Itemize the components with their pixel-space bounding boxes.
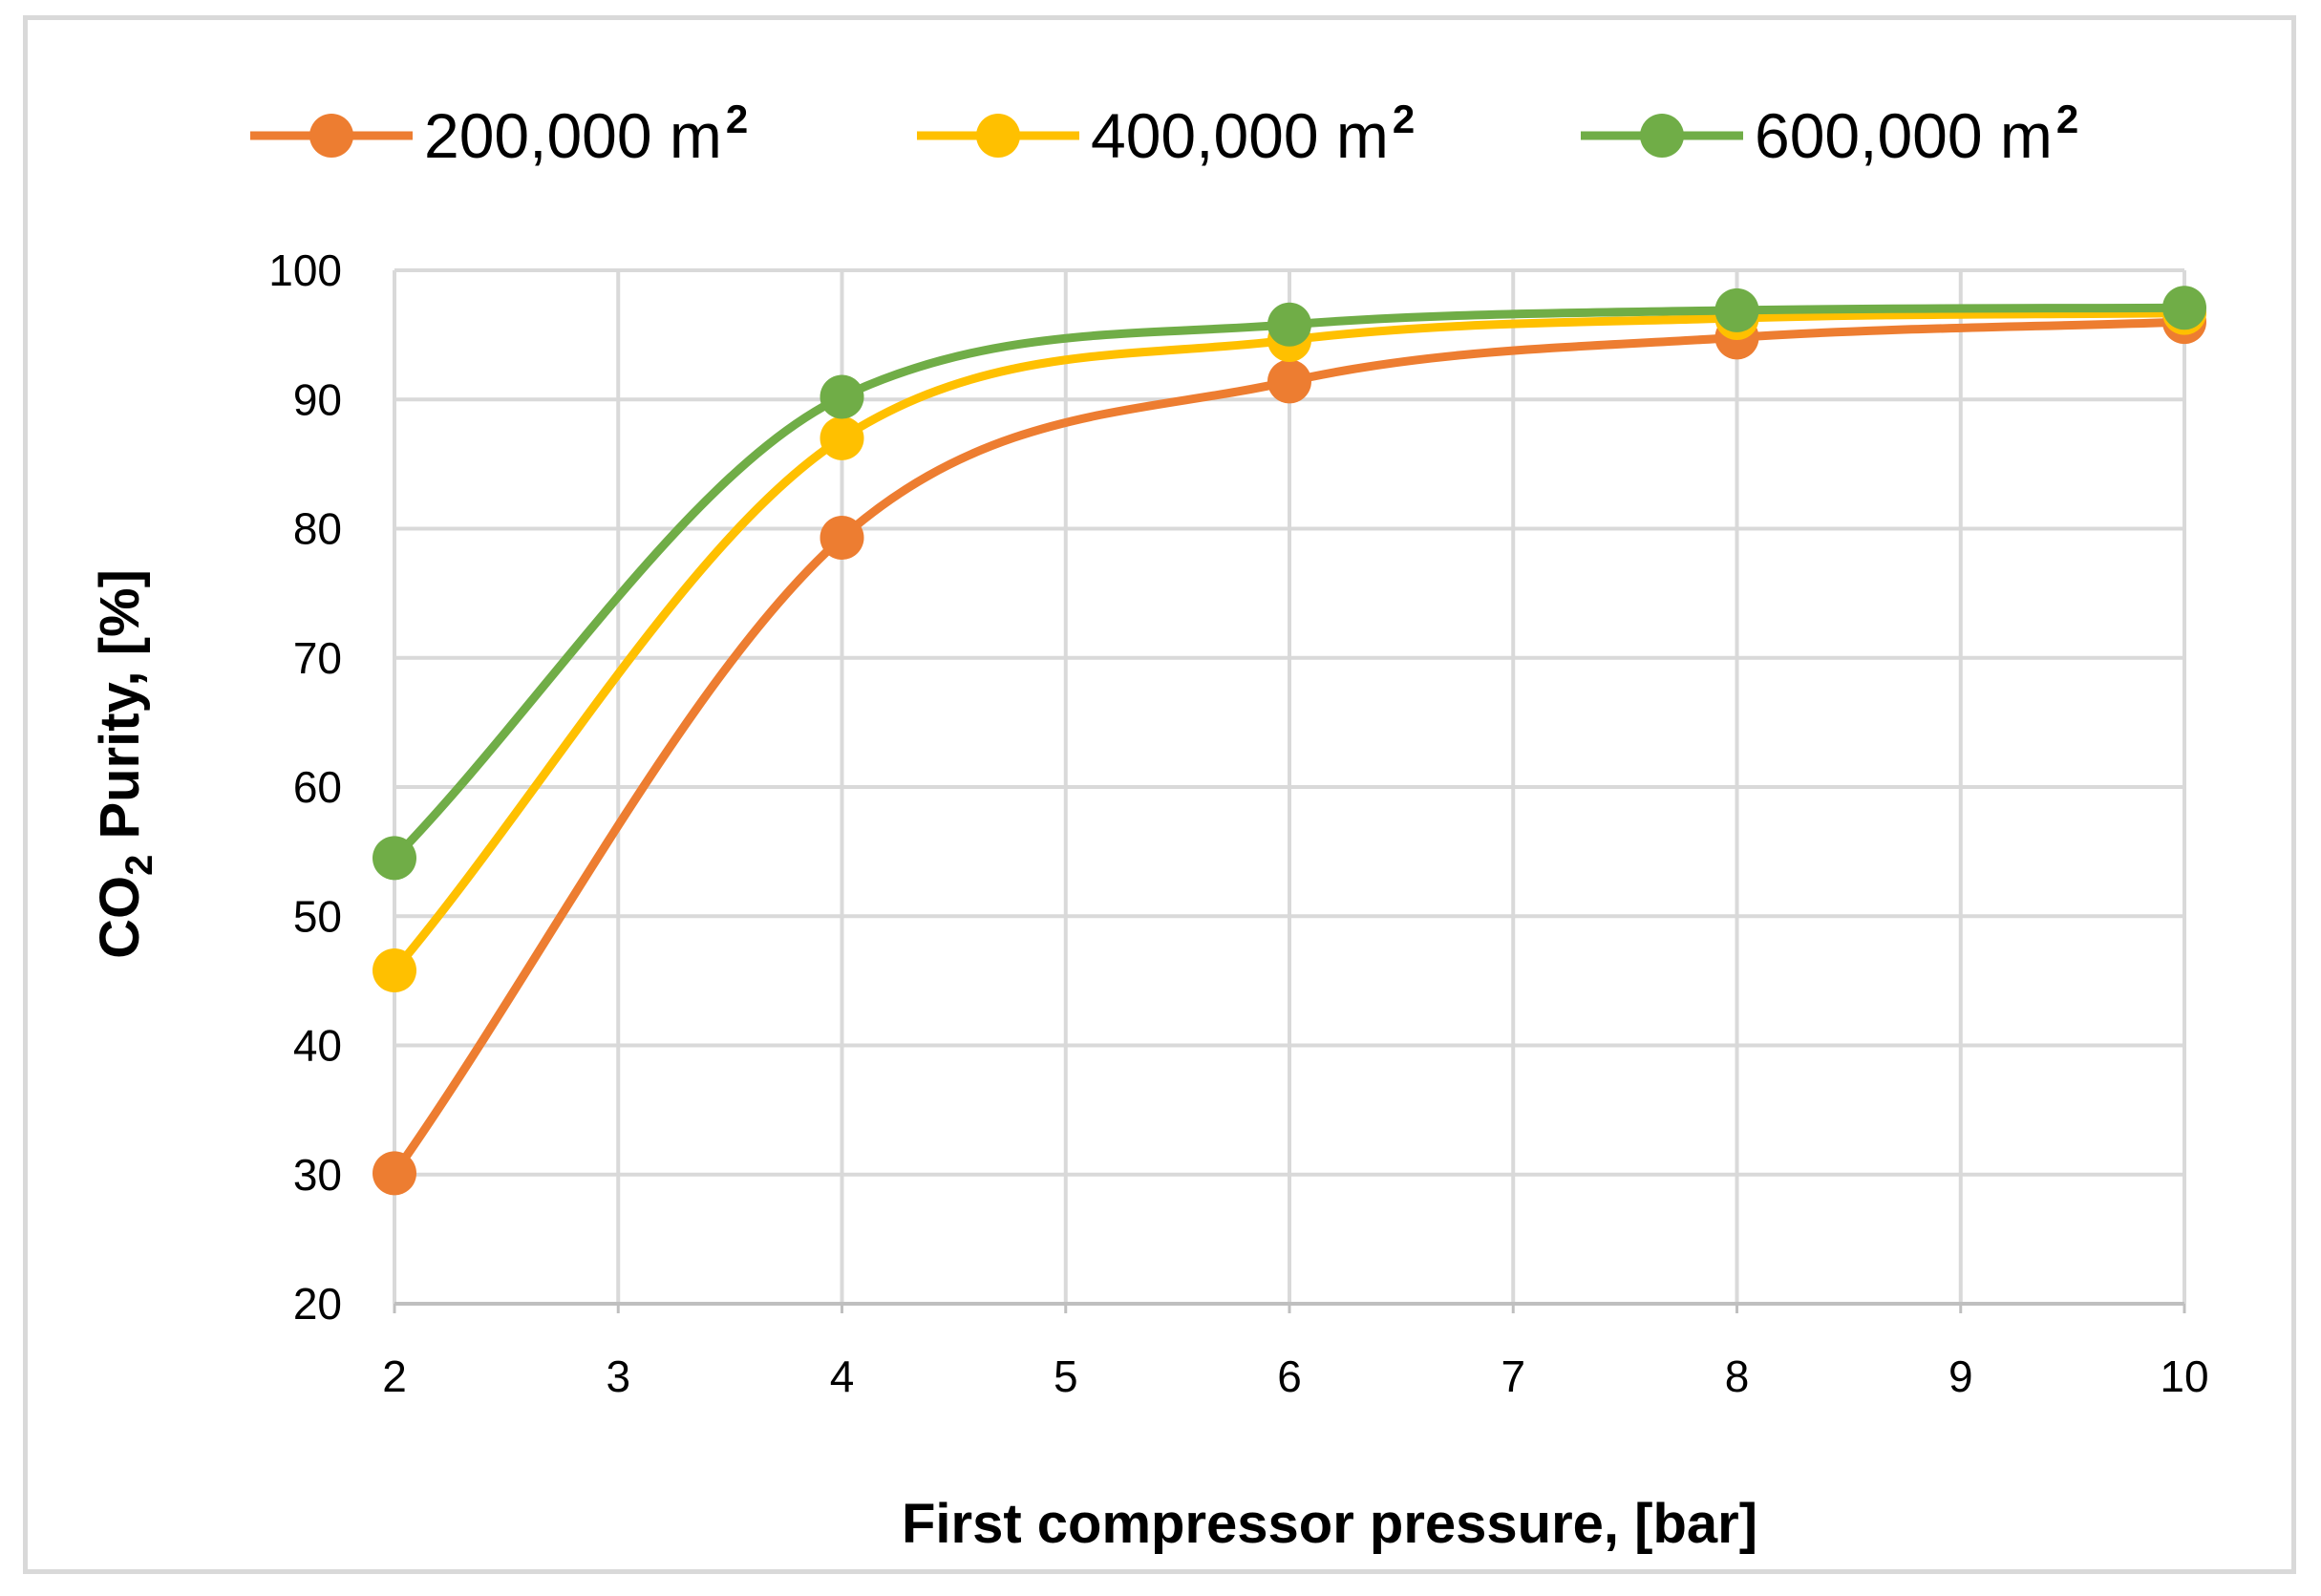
y-tick-label: 100: [268, 245, 342, 295]
legend-label: 200,000 m2: [424, 96, 748, 171]
x-tick-label: 10: [2160, 1351, 2208, 1401]
chart-frame: [23, 15, 2296, 1574]
y-tick-label: 80: [293, 504, 342, 554]
legend-item-1: 200,000 m2: [250, 96, 748, 171]
data-point: [373, 836, 416, 881]
series-line: [390, 309, 2189, 975]
y-tick-label: 20: [293, 1279, 342, 1329]
legend-label-text: 200,000 m: [424, 100, 722, 171]
legend-label-superscript: 2: [2056, 96, 2078, 141]
series-line: [390, 317, 2189, 1178]
data-point: [2162, 286, 2206, 330]
x-tick-label: 2: [382, 1351, 407, 1401]
data-point: [373, 1151, 416, 1196]
legend-marker: [309, 114, 353, 158]
x-tick-label: 5: [1054, 1351, 1078, 1401]
x-axis-ticks: 2 3 4 5 6 7 8 9 10: [382, 1351, 2208, 1401]
data-point: [820, 374, 864, 419]
data-point: [1267, 359, 1311, 404]
grid-lines: [393, 268, 2186, 1313]
x-tick-label: 4: [830, 1351, 855, 1401]
y-tick-label: 40: [293, 1021, 342, 1071]
legend-label-superscript: 2: [1393, 96, 1415, 141]
data-point: [820, 515, 864, 560]
y-axis-title-prefix: CO: [89, 876, 151, 959]
series-3: [373, 286, 2206, 881]
x-tick-label: 8: [1725, 1351, 1750, 1401]
y-tick-label: 70: [293, 633, 342, 683]
legend-marker: [1640, 114, 1684, 158]
x-tick-label: 9: [1948, 1351, 1973, 1401]
data-point: [820, 415, 864, 460]
data-point: [1714, 287, 1759, 332]
legend-item-2: 400,000 m2: [917, 96, 1415, 171]
y-tick-label: 60: [293, 762, 342, 812]
series-layer: [373, 286, 2206, 1196]
legend-label-text: 400,000 m: [1091, 100, 1389, 171]
y-tick-label: 90: [293, 374, 342, 424]
legend-label-text: 600,000 m: [1755, 100, 2053, 171]
legend-item-3: 600,000 m2: [1581, 96, 2078, 171]
y-tick-label: 30: [293, 1150, 342, 1200]
y-axis-ticks: 20 30 40 50 60 70 80 90 100: [268, 245, 342, 1329]
y-axis-title-subscript: 2: [118, 855, 160, 876]
legend-marker: [976, 114, 1020, 158]
x-tick-label: 3: [606, 1351, 630, 1401]
series-line: [390, 303, 2189, 862]
y-axis-title-suffix: Purity, [%]: [89, 569, 151, 855]
x-tick-label: 7: [1501, 1351, 1525, 1401]
legend-label: 600,000 m2: [1755, 96, 2078, 171]
data-point: [373, 948, 416, 993]
y-tick-label: 50: [293, 891, 342, 941]
x-tick-label: 6: [1277, 1351, 1302, 1401]
x-axis-title: First compressor pressure, [bar]: [902, 1493, 1757, 1555]
legend: 200,000 m2 400,000 m2 600,000 m2: [250, 96, 2078, 171]
legend-label-superscript: 2: [726, 96, 748, 141]
legend-label: 400,000 m2: [1091, 96, 1415, 171]
y-axis-title: CO2 Purity, [%]: [89, 569, 160, 959]
data-point: [1267, 302, 1311, 347]
